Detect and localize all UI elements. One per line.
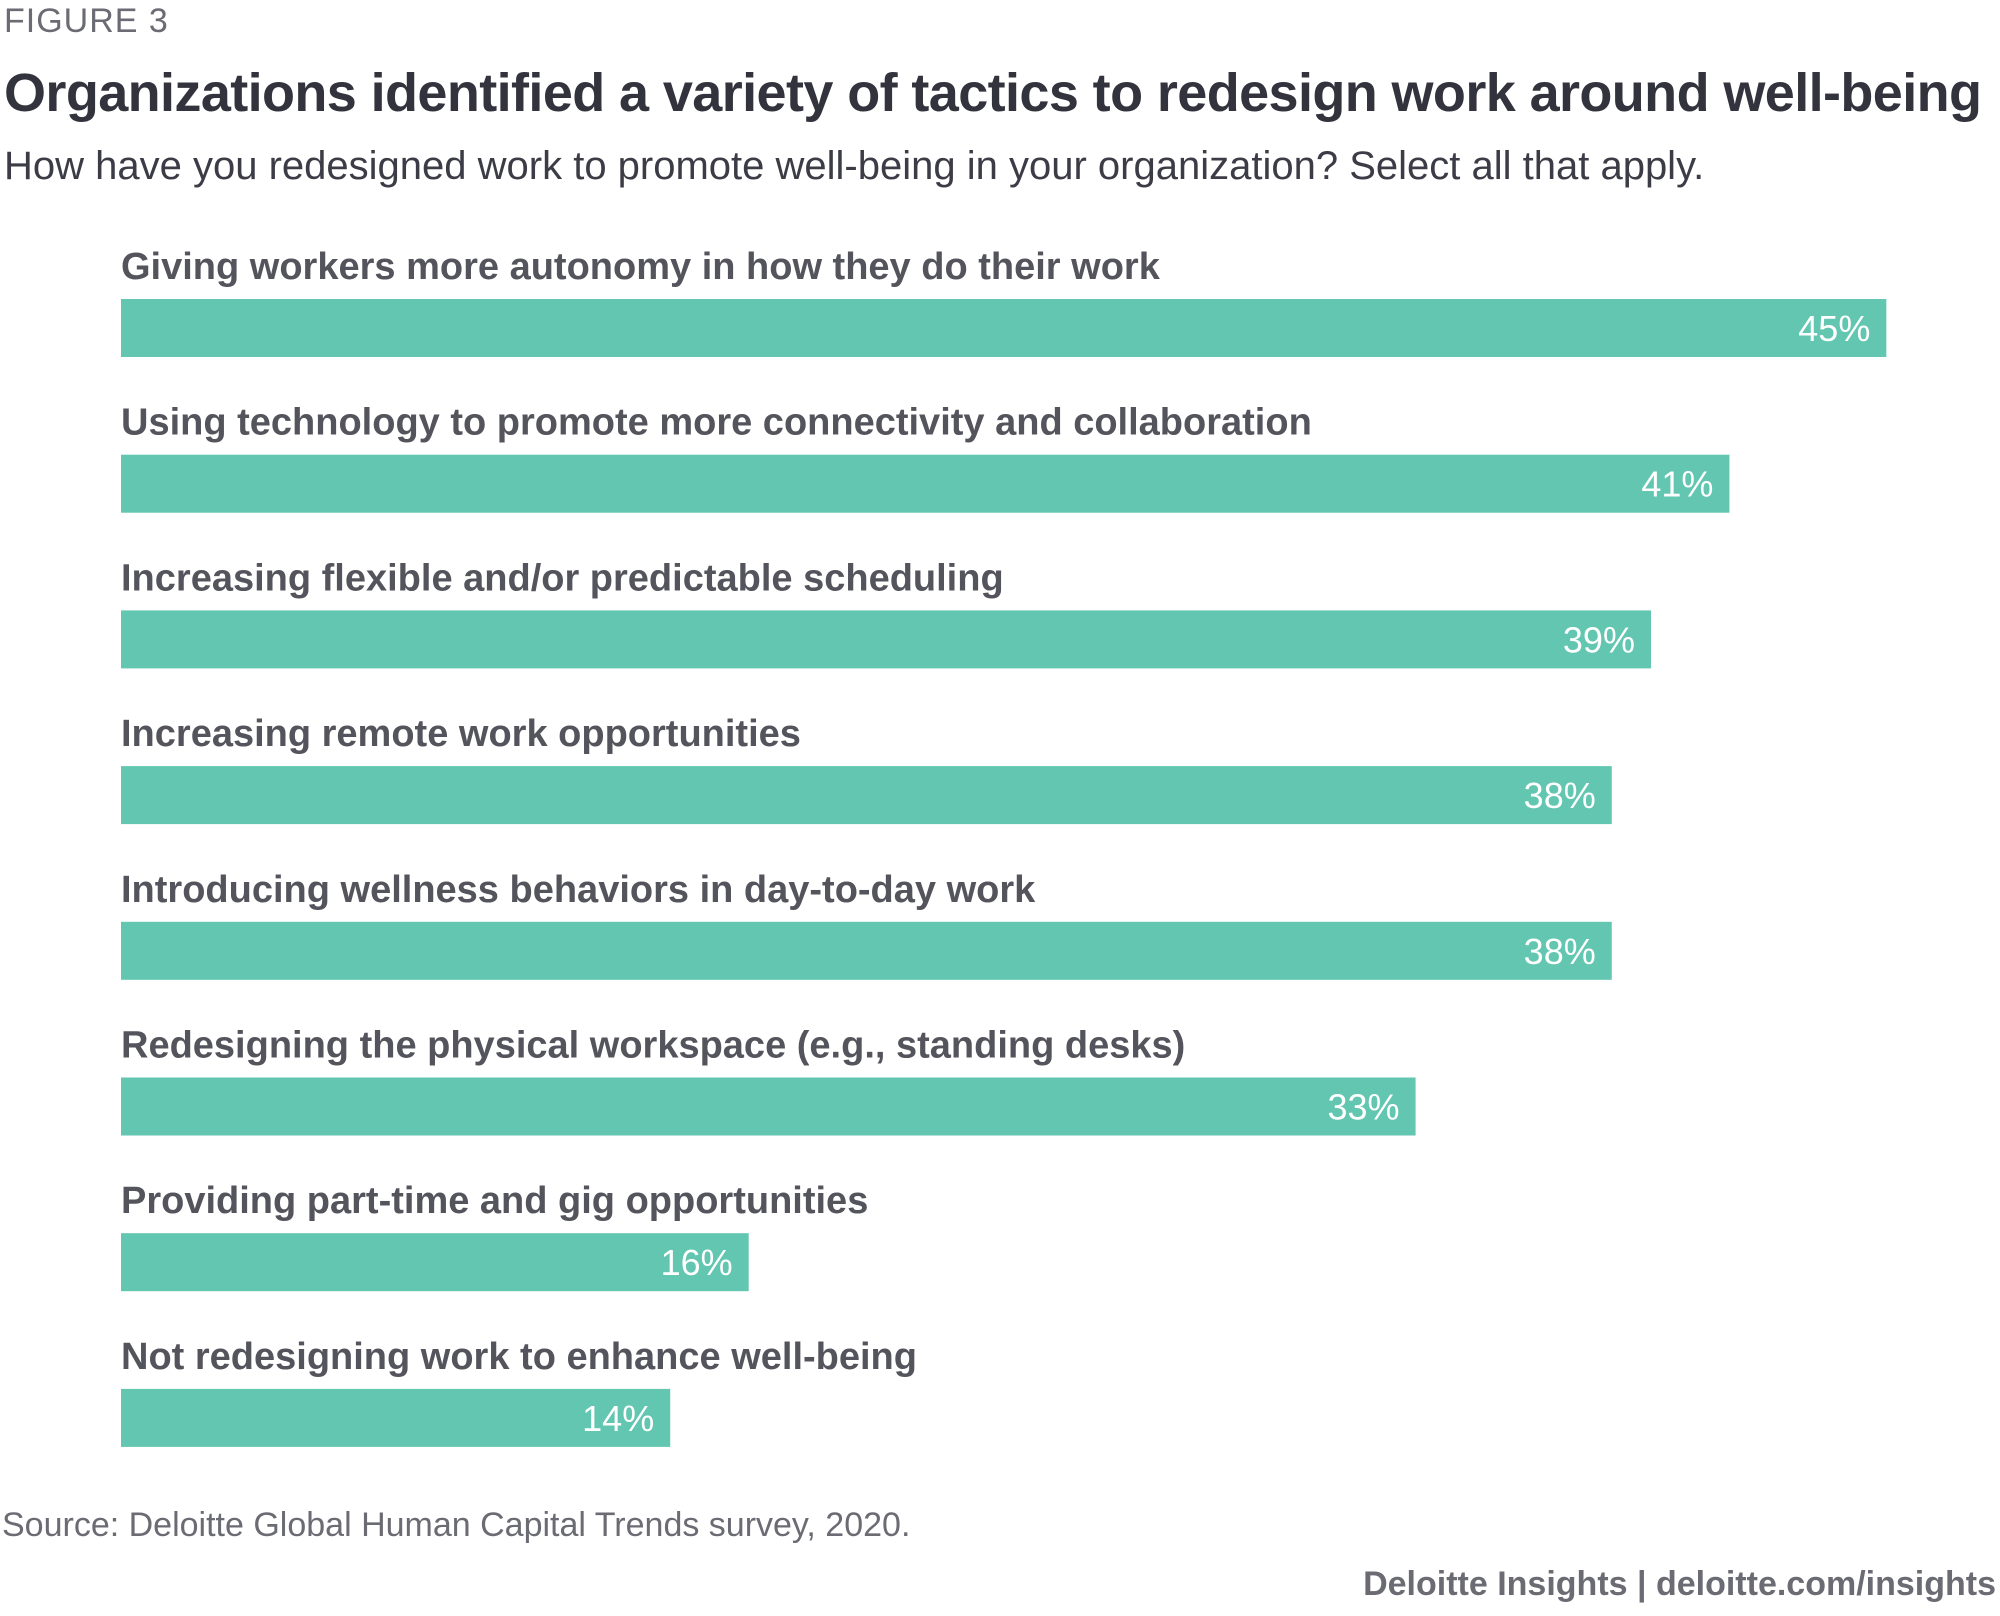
category-label: Not redesigning work to enhance well-bei… xyxy=(121,1336,917,1378)
category-label: Giving workers more autonomy in how they… xyxy=(121,246,1161,288)
bar xyxy=(121,454,1730,513)
bar xyxy=(121,1233,749,1292)
source-note: Source: Deloitte Global Human Capital Tr… xyxy=(2,1506,911,1544)
brand-footer: Deloitte Insights | deloitte.com/insight… xyxy=(1363,1565,1996,1603)
chart-subtitle: How have you redesigned work to promote … xyxy=(4,144,1705,188)
bar xyxy=(121,921,1612,980)
bar-value-label: 38% xyxy=(1524,931,1596,972)
bar xyxy=(121,1077,1416,1136)
bar-value-label: 33% xyxy=(1328,1087,1400,1128)
bar-value-label: 14% xyxy=(582,1398,654,1439)
bar-value-label: 41% xyxy=(1641,464,1713,505)
category-label: Introducing wellness behaviors in day-to… xyxy=(121,869,1036,911)
bar-value-label: 16% xyxy=(661,1242,733,1283)
category-label: Increasing remote work opportunities xyxy=(121,713,801,755)
figure-label: FIGURE 3 xyxy=(4,2,169,40)
bar-value-label: 38% xyxy=(1524,775,1596,816)
bar xyxy=(121,766,1612,825)
bar xyxy=(121,610,1651,669)
bar-value-label: 45% xyxy=(1798,308,1870,349)
bar xyxy=(121,299,1887,357)
category-label: Increasing flexible and/or predictable s… xyxy=(121,557,1004,599)
category-label: Redesigning the physical workspace (e.g.… xyxy=(121,1025,1185,1067)
bar xyxy=(121,1388,671,1447)
category-label: Using technology to promote more connect… xyxy=(121,402,1312,444)
category-label: Providing part-time and gig opportunitie… xyxy=(121,1180,868,1222)
chart-title: Organizations identified a variety of ta… xyxy=(4,63,1982,123)
bar-value-label: 39% xyxy=(1563,619,1635,660)
